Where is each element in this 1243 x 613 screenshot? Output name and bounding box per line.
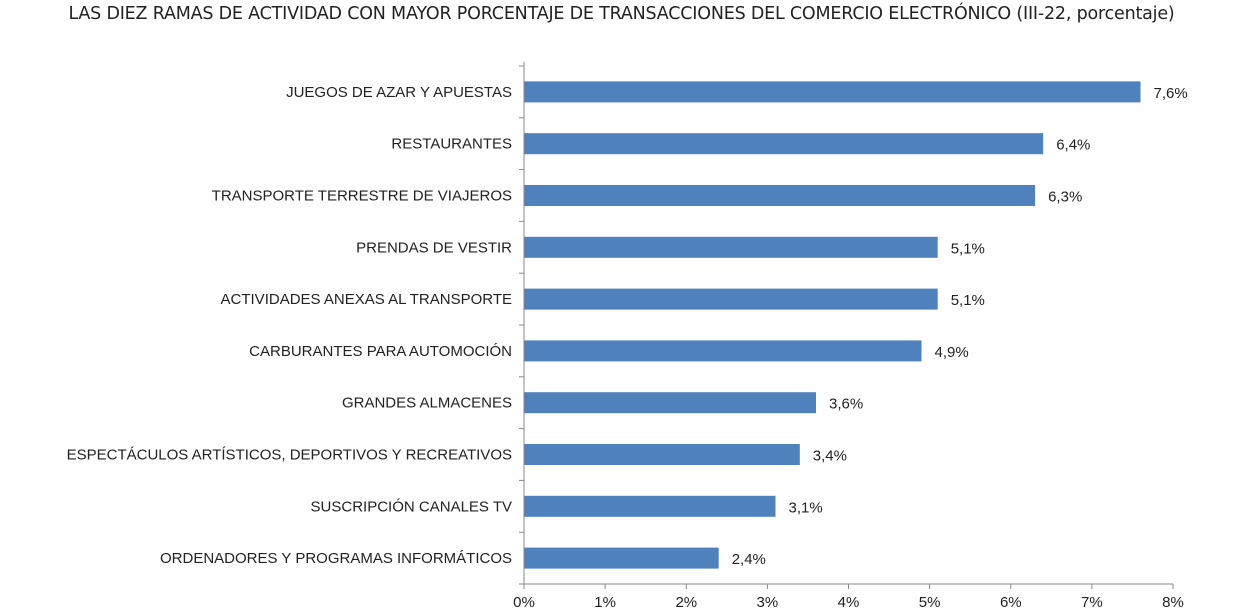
- bar: [524, 495, 776, 517]
- bar: [524, 288, 938, 310]
- value-label: 4,9%: [935, 344, 969, 361]
- value-label: 3,6%: [829, 396, 863, 413]
- category-label: CARBURANTES PARA AUTOMOCIÓN: [249, 343, 512, 360]
- category-label: TRANSPORTE TERRESTRE DE VIAJEROS: [212, 188, 512, 205]
- value-label: 7,6%: [1154, 85, 1188, 102]
- category-label: PRENDAS DE VESTIR: [356, 239, 512, 256]
- x-tick-label: 2%: [675, 594, 697, 611]
- x-tick-labels: 0% 1% 2% 3% 4% 5% 6% 7% 8%: [513, 594, 1184, 611]
- category-label: SUSCRIPCIÓN CANALES TV: [311, 498, 512, 515]
- x-tick-label: 5%: [919, 594, 941, 611]
- x-tick-label: 8%: [1162, 594, 1184, 611]
- x-tick-label: 0%: [513, 594, 535, 611]
- category-labels: JUEGOS DE AZAR Y APUESTAS RESTAURANTES TRA…: [67, 84, 513, 567]
- bar: [524, 81, 1141, 103]
- bar: [524, 133, 1044, 155]
- x-tick-label: 6%: [1000, 594, 1022, 611]
- axes: [519, 62, 1174, 589]
- category-label: JUEGOS DE AZAR Y APUESTAS: [286, 84, 512, 101]
- category-label: RESTAURANTES: [391, 136, 512, 153]
- x-tick-label: 3%: [757, 594, 779, 611]
- value-label: 3,4%: [813, 448, 847, 465]
- x-tick-label: 1%: [594, 594, 616, 611]
- value-label: 6,4%: [1056, 137, 1090, 154]
- bar: [524, 547, 719, 569]
- bar: [524, 185, 1036, 206]
- value-labels: 7,6% 6,4% 6,3% 5,1% 5,1% 4,9% 3,6% 3,4% 3,1% 2,4%: [732, 85, 1188, 568]
- value-label: 2,4%: [732, 551, 766, 568]
- value-label: 5,1%: [951, 292, 985, 309]
- x-tick-label: 7%: [1081, 594, 1103, 611]
- category-label: ORDENADORES Y PROGRAMAS INFORMÁTICOS: [160, 550, 512, 567]
- category-label: GRANDES ALMACENES: [342, 395, 512, 412]
- bar: [524, 340, 922, 362]
- bar: [524, 392, 816, 414]
- x-tick-label: 4%: [838, 594, 860, 611]
- value-label: 6,3%: [1048, 189, 1082, 206]
- category-label: ACTIVIDADES ANEXAS AL TRANSPORTE: [221, 291, 512, 308]
- value-label: 5,1%: [951, 240, 985, 257]
- bars-group: [524, 81, 1141, 569]
- bar: [524, 444, 800, 465]
- value-label: 3,1%: [789, 499, 823, 516]
- bar: [524, 236, 938, 258]
- chart-title: LAS DIEZ RAMAS DE ACTIVIDAD CON MAYOR PO…: [68, 4, 1175, 24]
- category-label: ESPECTÁCULOS ARTÍSTICOS, DEPORTIVOS Y RE…: [67, 447, 512, 464]
